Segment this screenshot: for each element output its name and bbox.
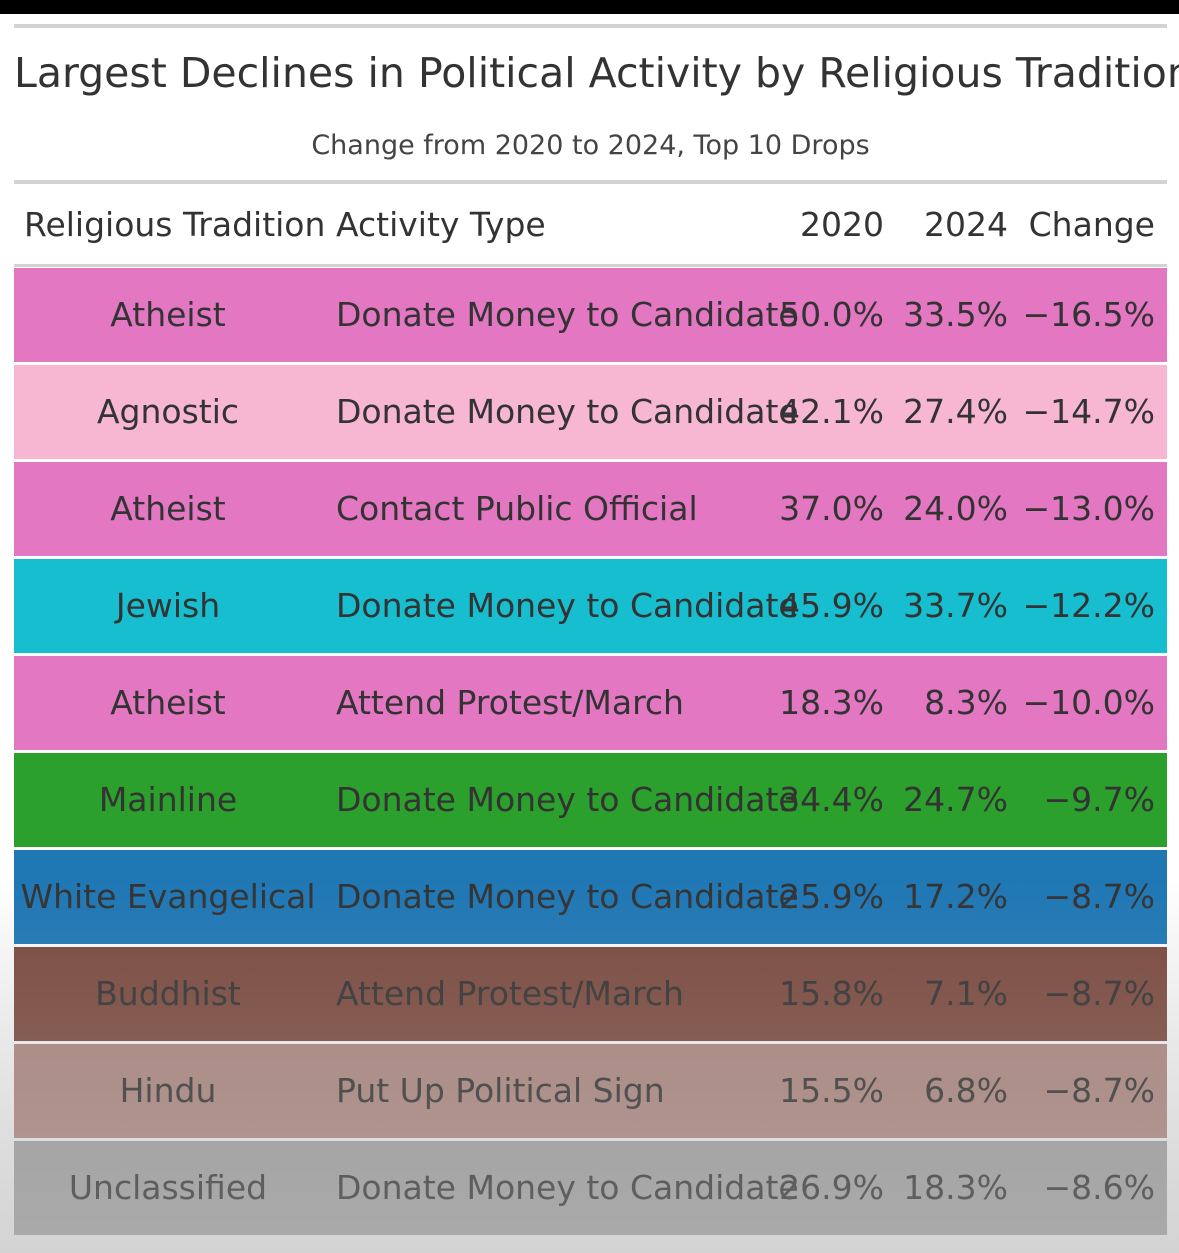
header-2020: 2020 xyxy=(800,205,884,244)
cell-2024: 33.5% xyxy=(903,295,1008,334)
table-row: Hindu Put Up Political Sign 15.5% 6.8% −8.7% xyxy=(14,1044,1167,1138)
chart-title: Largest Declines in Political Activity b… xyxy=(14,49,1179,97)
table-row: Atheist Contact Public Official 37.0% 24.0%… xyxy=(14,462,1167,556)
cell-2020: 15.5% xyxy=(779,1071,884,1110)
cell-change: −13.0% xyxy=(1022,489,1155,528)
top-bar xyxy=(0,0,1179,14)
table-body: Atheist Donate Money to Candidate 50.0% 33.… xyxy=(14,268,1167,1238)
cell-2020: 15.8% xyxy=(779,974,884,1013)
cell-activity-type: Attend Protest/March xyxy=(336,974,684,1013)
cell-religious-tradition: Unclassified xyxy=(68,1168,268,1207)
cell-2024: 33.7% xyxy=(903,586,1008,625)
cell-religious-tradition: Agnostic xyxy=(96,392,240,431)
cell-2020: 37.0% xyxy=(779,489,884,528)
cell-religious-tradition: White Evangelical xyxy=(20,877,316,916)
cell-2024: 24.0% xyxy=(903,489,1008,528)
header-rule xyxy=(14,180,1167,184)
header-religious-tradition: Religious Tradition xyxy=(24,205,326,244)
cell-religious-tradition: Atheist xyxy=(110,489,226,528)
header-2024: 2024 xyxy=(924,205,1008,244)
header-change: Change xyxy=(1028,205,1155,244)
cell-religious-tradition: Jewish xyxy=(115,586,221,625)
cell-change: −8.7% xyxy=(1043,1071,1156,1110)
cell-2024: 6.8% xyxy=(924,1071,1008,1110)
cell-activity-type: Donate Money to Candidate xyxy=(336,295,799,334)
cell-2024: 27.4% xyxy=(903,392,1008,431)
body-rule xyxy=(14,264,1167,267)
cell-activity-type: Donate Money to Candidate xyxy=(336,877,799,916)
table-row: Atheist Donate Money to Candidate 50.0% 33.… xyxy=(14,268,1167,362)
table-row: Agnostic Donate Money to Candidate 42.1% 27… xyxy=(14,365,1167,459)
cell-change: −8.7% xyxy=(1043,877,1156,916)
table-header: Religious Tradition Activity Type 2020 2… xyxy=(14,198,1167,252)
table-row: Atheist Attend Protest/March 18.3% 8.3% −10.… xyxy=(14,656,1167,750)
cell-change: −14.7% xyxy=(1022,392,1155,431)
cell-2020: 18.3% xyxy=(779,683,884,722)
cell-2020: 26.9% xyxy=(779,1168,884,1207)
cell-activity-type: Donate Money to Candidate xyxy=(336,780,799,819)
cell-activity-type: Donate Money to Candidate xyxy=(336,1168,799,1207)
cell-2020: 25.9% xyxy=(779,877,884,916)
table-row: Jewish Donate Money to Candidate 45.9% 33.7… xyxy=(14,559,1167,653)
cell-2024: 24.7% xyxy=(903,780,1008,819)
cell-religious-tradition: Buddhist xyxy=(95,974,241,1013)
cell-change: −16.5% xyxy=(1022,295,1155,334)
table-row: Mainline Donate Money to Candidate 34.4% 24… xyxy=(14,753,1167,847)
table-row: Buddhist Attend Protest/March 15.8% 7.1% −8.… xyxy=(14,947,1167,1041)
cell-change: −12.2% xyxy=(1022,586,1155,625)
cell-activity-type: Donate Money to Candidate xyxy=(336,392,799,431)
table-row: White Evangelical Donate Money to Candida… xyxy=(14,850,1167,944)
cell-2024: 17.2% xyxy=(903,877,1008,916)
cell-religious-tradition: Atheist xyxy=(110,295,226,334)
cell-activity-type: Attend Protest/March xyxy=(336,683,684,722)
cell-change: −8.7% xyxy=(1043,974,1156,1013)
cell-religious-tradition: Mainline xyxy=(98,780,238,819)
cell-religious-tradition: Atheist xyxy=(110,683,226,722)
top-rule xyxy=(14,24,1167,28)
cell-change: −8.6% xyxy=(1043,1168,1156,1207)
chart-subtitle: Change from 2020 to 2024, Top 10 Drops xyxy=(311,130,870,161)
cell-activity-type: Put Up Political Sign xyxy=(336,1071,665,1110)
cell-religious-tradition: Hindu xyxy=(119,1071,217,1110)
table-row: Unclassified Donate Money to Candidate 26.… xyxy=(14,1141,1167,1235)
cell-2024: 18.3% xyxy=(903,1168,1008,1207)
cell-2020: 50.0% xyxy=(779,295,884,334)
cell-2020: 42.1% xyxy=(779,392,884,431)
cell-change: −10.0% xyxy=(1022,683,1155,722)
cell-activity-type: Contact Public Official xyxy=(336,489,698,528)
cell-2024: 7.1% xyxy=(924,974,1008,1013)
cell-change: −9.7% xyxy=(1043,780,1156,819)
cell-2020: 45.9% xyxy=(779,586,884,625)
cell-activity-type: Donate Money to Candidate xyxy=(336,586,799,625)
cell-2020: 34.4% xyxy=(779,780,884,819)
cell-2024: 8.3% xyxy=(924,683,1008,722)
header-activity-type: Activity Type xyxy=(336,205,546,244)
